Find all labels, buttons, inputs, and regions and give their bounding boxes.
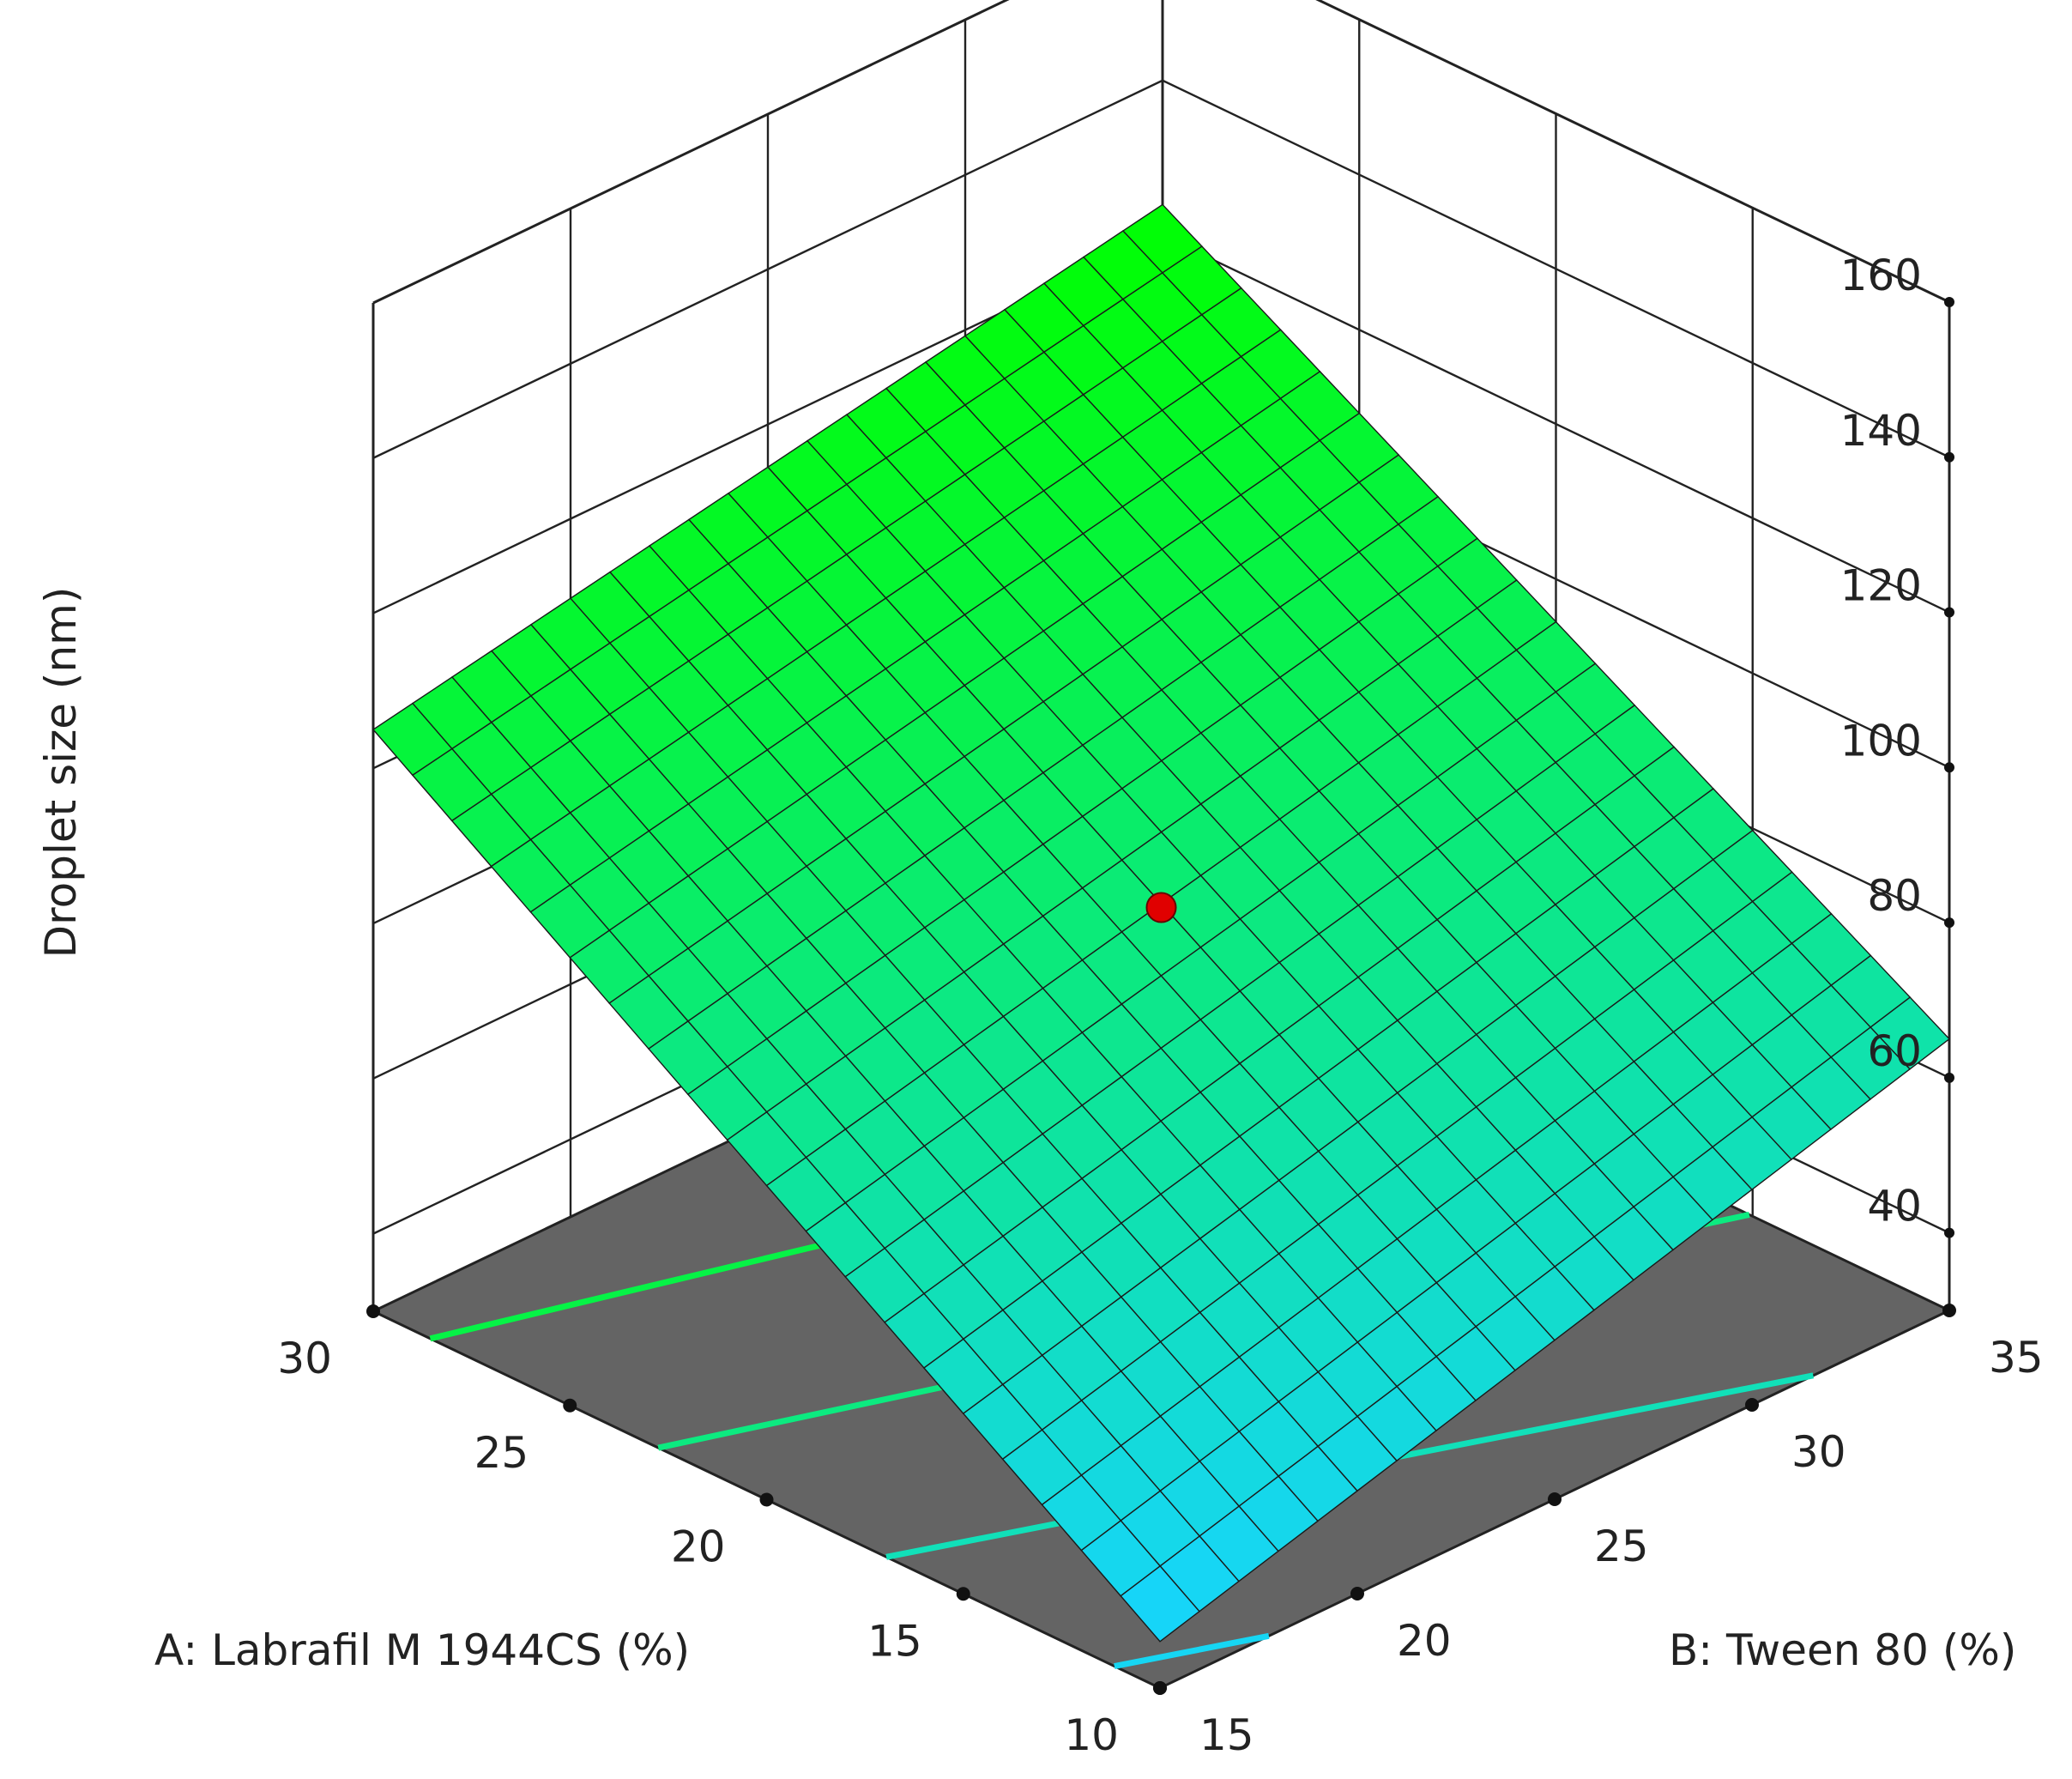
- z-tick-label: 140: [1840, 406, 1922, 456]
- y-tick-mark: [1942, 1304, 1956, 1317]
- z-tick-label: 60: [1867, 1026, 1922, 1076]
- y-tick-label: 30: [1791, 1427, 1846, 1477]
- x-tick-label: 30: [277, 1334, 332, 1383]
- surface-cell: [1121, 203, 1203, 274]
- z-tick-mark: [1944, 607, 1954, 618]
- y-tick-label: 15: [1199, 1710, 1254, 1760]
- z-tick-mark: [1944, 917, 1954, 929]
- y-tick-label: 35: [1989, 1333, 2044, 1383]
- z-tick-mark: [1944, 1072, 1954, 1083]
- wall-top-edge: [372, 0, 1010, 305]
- response-surface: [372, 203, 1951, 1643]
- z-tick-mark: [1944, 1227, 1954, 1238]
- contour-line: [1114, 1632, 1270, 1669]
- z-tick-mark: [1944, 297, 1954, 307]
- z-tick-mark: [1944, 451, 1954, 463]
- z-tick-label: 40: [1867, 1182, 1922, 1231]
- z-tick-label: 80: [1867, 871, 1922, 921]
- x-tick-label: 10: [1064, 1710, 1119, 1760]
- x-tick-label: 20: [671, 1522, 726, 1572]
- x-tick-mark: [956, 1587, 970, 1601]
- x-axis-title: A: Labrafil M 1944CS (%): [154, 1625, 690, 1675]
- x-tick-mark: [759, 1492, 774, 1507]
- z-axis-title: Droplet size (nm): [36, 587, 86, 959]
- x-tick-label: 15: [867, 1616, 922, 1666]
- x-tick-label: 25: [474, 1428, 529, 1478]
- y-tick-mark: [1745, 1398, 1759, 1412]
- z-tick-label: 100: [1840, 716, 1922, 765]
- y-axis-title: B: Tween 80 (%): [1669, 1625, 2016, 1675]
- axis-ticks: 40 60 80 100 120 140 160 10 15 20 25 30 15 20 25 30 35: [277, 251, 2043, 1760]
- y-tick-mark: [1548, 1492, 1562, 1506]
- y-tick-mark: [1153, 1681, 1167, 1695]
- z-tick-label: 120: [1840, 561, 1922, 611]
- y-tick-mark: [1350, 1587, 1364, 1600]
- design-point-group: [1145, 892, 1177, 923]
- x-tick-mark: [563, 1398, 577, 1413]
- y-tick-label: 25: [1594, 1522, 1649, 1571]
- design-point-marker: [1145, 892, 1177, 923]
- y-tick-label: 20: [1397, 1616, 1452, 1666]
- z-tick-mark: [1944, 762, 1954, 773]
- x-tick-mark: [366, 1304, 380, 1318]
- wall-top-edge: [1315, 0, 1950, 304]
- z-tick-label: 160: [1840, 251, 1922, 300]
